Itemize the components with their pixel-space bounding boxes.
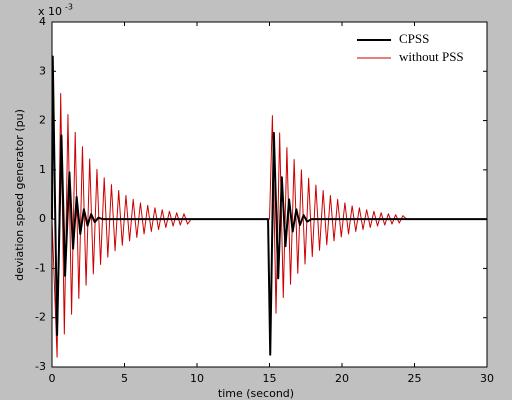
x-tick-label: 25 <box>408 372 422 385</box>
y-axis-label: deviation speed generator (pu) <box>13 109 26 281</box>
legend-label: without PSS <box>399 49 464 64</box>
y-tick-label: -1 <box>35 261 46 274</box>
x-tick-label: 30 <box>480 372 494 385</box>
x-tick-label: 5 <box>121 372 128 385</box>
y-tick-label: 3 <box>39 64 46 77</box>
x-axis-label: time (second) <box>218 387 294 400</box>
y-tick-label: 0 <box>39 212 46 225</box>
x-tick-label: 0 <box>49 372 56 385</box>
x-tick-label: 10 <box>190 372 204 385</box>
x-tick-label: 15 <box>263 372 277 385</box>
y-tick-label: -2 <box>35 311 46 324</box>
y-tick-label: 1 <box>39 163 46 176</box>
y-scale-base: x 10 <box>38 5 62 18</box>
plot-frame <box>51 21 488 368</box>
y-tick-label: -3 <box>35 360 46 373</box>
series-line <box>51 92 487 358</box>
series-line <box>51 55 487 356</box>
x-tick-label: 20 <box>335 372 349 385</box>
legend-label: CPSS <box>399 31 429 46</box>
y-scale-exponent: -3 <box>65 3 73 12</box>
y-tick-label: 4 <box>39 15 46 28</box>
y-tick-label: 2 <box>39 114 46 127</box>
